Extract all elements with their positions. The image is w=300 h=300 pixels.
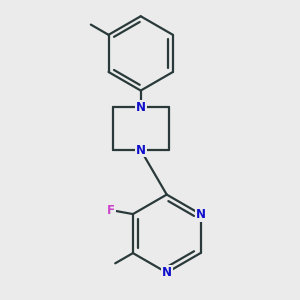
Text: F: F <box>106 204 115 217</box>
Text: N: N <box>136 143 146 157</box>
Text: N: N <box>162 266 172 279</box>
Text: N: N <box>196 208 206 220</box>
Text: N: N <box>136 101 146 114</box>
